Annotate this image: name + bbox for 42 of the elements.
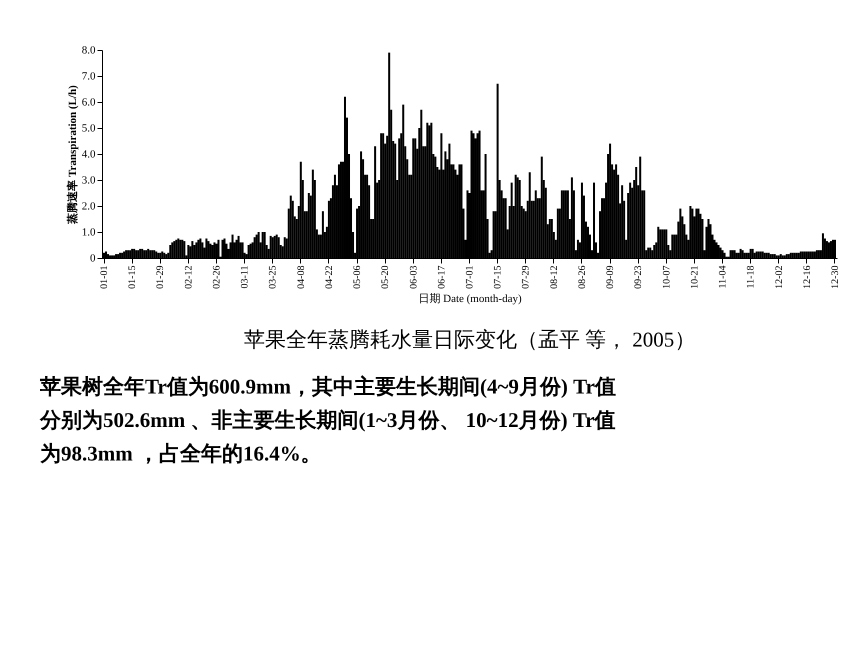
x-tick-label: 07-01: [464, 266, 476, 289]
text: 苹果树全年Tr值为600.9mm，其中主要生长期间(4~9月份) Tr值: [39, 374, 616, 399]
x-tick-label: 05-20: [380, 266, 392, 289]
y-tick-label: 2.0: [82, 200, 96, 212]
x-axis-title: 日期 Date (month-day): [418, 292, 522, 305]
x-tick-label: 06-03: [408, 266, 420, 289]
x-tick-label: 03-25: [268, 266, 279, 289]
x-tick-label: 09-23: [633, 266, 644, 289]
y-tick-label: 8.0: [82, 44, 96, 56]
x-tick-label: 09-09: [605, 266, 616, 289]
y-tick-label: 4.0: [82, 148, 96, 160]
y-tick-label: 0: [90, 252, 96, 264]
text: 为98.3mm ，占全年的16.4%。: [40, 441, 322, 466]
x-tick-label: 10-21: [689, 266, 700, 289]
x-tick-label: 11-04: [718, 266, 729, 288]
x-tick-label: 08-12: [548, 266, 560, 289]
y-tick-label: 3.0: [82, 174, 96, 186]
x-tick-label: 07-15: [492, 266, 504, 289]
x-tick-label: 01-29: [155, 266, 166, 289]
text: 苹果全年蒸腾耗水量日际变化（孟平 等， 2005）: [244, 327, 696, 352]
text: 分别为502.6mm 、非主要生长期间(1~3月份、 10~12月份) Tr值: [39, 408, 616, 432]
x-tick-label: 02-26: [211, 266, 222, 289]
x-tick-label: 03-11: [240, 266, 251, 288]
y-tick-label: 1.0: [82, 226, 96, 238]
x-tick-label: 12-02: [774, 266, 785, 289]
y-tick-label: 6.0: [82, 96, 96, 108]
x-tick-label: 01-15: [127, 266, 138, 289]
x-tick-label: 12-30: [830, 266, 841, 289]
x-tick-label: 02-12: [183, 266, 194, 289]
x-tick-label: 04-22: [324, 266, 335, 289]
x-tick-label: 11-18: [746, 266, 757, 288]
x-tick-label: 07-29: [520, 266, 532, 289]
x-tick-label: 06-17: [436, 266, 448, 289]
x-tick-label: 12-16: [802, 266, 813, 289]
x-tick-label: 08-26: [576, 266, 588, 289]
x-tick-label: 05-06: [352, 266, 364, 289]
x-tick-label: 01-01: [99, 266, 110, 289]
y-tick-label: 7.0: [82, 70, 96, 82]
x-tick-label: 04-08: [296, 266, 307, 289]
y-tick-label: 5.0: [82, 122, 96, 134]
y-axis-title: 蒸腾速率 Transpiration (L/h): [66, 84, 79, 225]
x-tick-label: 10-07: [661, 266, 672, 289]
